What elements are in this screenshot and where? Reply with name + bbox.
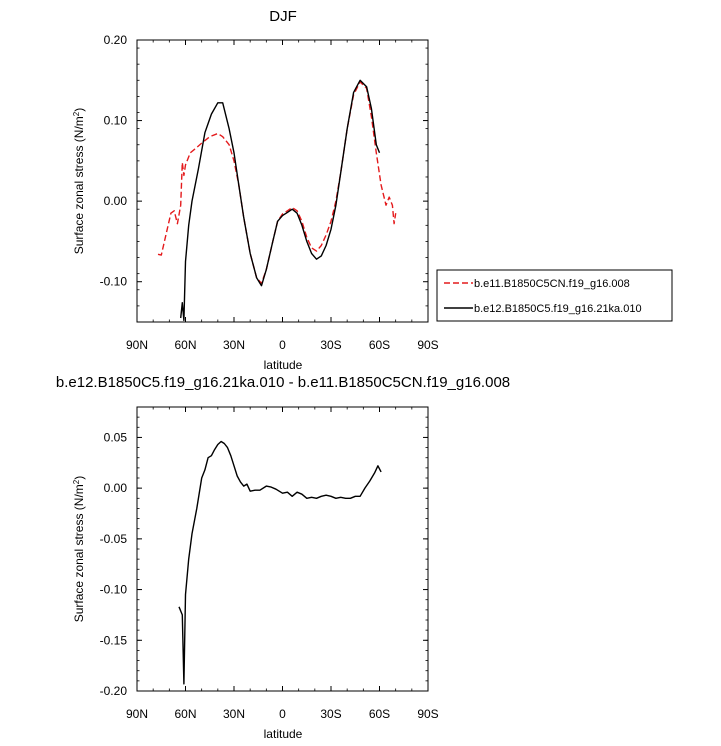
top-y-axis-label-sup: 2 xyxy=(72,111,81,116)
top-x-tick-labels: 90N 60N 30N 0 30S 60S 90S xyxy=(126,338,439,352)
top-y-axis-label-base: Surface zonal stress (N/m xyxy=(72,116,86,254)
series-line-1 xyxy=(178,440,382,685)
bottom-series-layer xyxy=(178,440,382,685)
bottom-y-tick-labels: 0.05 0.00 -0.05 -0.10 -0.15 -0.20 xyxy=(100,430,128,698)
y-tick-label: 0.20 xyxy=(104,33,128,47)
bottom-x-tick-labels: 90N 60N 30N 0 30S 60S 90S xyxy=(126,707,439,721)
legend-label-series-1: b.e11.B1850C5CN.f19_g16.008 xyxy=(474,278,630,290)
bottom-y-axis-label-base: Surface zonal stress (N/m xyxy=(72,484,86,622)
y-tick-label: 0.00 xyxy=(104,194,128,208)
y-tick-label: 0.10 xyxy=(104,114,128,128)
top-chart-title: DJF xyxy=(269,8,297,25)
y-tick-label: -0.20 xyxy=(100,684,128,698)
bottom-plot-frame xyxy=(136,406,429,692)
x-tick-label: 60N xyxy=(174,338,196,352)
top-plot-frame xyxy=(136,39,429,323)
bottom-ticks xyxy=(136,406,429,692)
top-y-axis-label: Surface zonal stress (N/m2) xyxy=(72,108,86,255)
x-tick-label: 30N xyxy=(223,338,245,352)
x-tick-label: 60N xyxy=(174,707,196,721)
bottom-y-axis-label-tail: ) xyxy=(72,476,86,480)
top-panel: DJF 0.200.100.00-0.10 90N 60N 30N 0 30S 60S 90… xyxy=(72,8,439,372)
legend-box xyxy=(436,269,673,322)
top-series-layer xyxy=(157,79,397,322)
x-tick-label: 30S xyxy=(320,707,341,721)
bottom-chart-title: b.e12.B1850C5.f19_g16.21ka.010 - b.e11.B… xyxy=(56,374,510,391)
y-tick-label: 0.00 xyxy=(104,481,128,495)
bottom-y-axis-label: Surface zonal stress (N/m2) xyxy=(72,476,86,623)
legend: b.e11.B1850C5CN.f19_g16.008 b.e12.B1850C… xyxy=(436,269,673,322)
top-y-tick-labels: 0.20 0.10 0.00 -0.10 xyxy=(100,33,128,289)
bottom-y-axis-label-sup: 2 xyxy=(72,479,81,484)
bottom-panel: b.e12.B1850C5.f19_g16.21ka.010 - b.e11.B… xyxy=(56,374,510,741)
y-tick-label: -0.10 xyxy=(100,275,128,289)
y-tick-label: -0.15 xyxy=(100,633,128,647)
series-line-2 xyxy=(180,79,381,322)
top-x-axis-label: latitude xyxy=(264,358,303,372)
y-tick-label: 0.05 xyxy=(104,430,128,444)
x-tick-label: 0 xyxy=(279,707,286,721)
series-line-1 xyxy=(157,81,397,284)
top-ticks xyxy=(136,39,429,323)
x-tick-label: 0 xyxy=(279,338,286,352)
x-tick-label: 90S xyxy=(417,707,438,721)
x-tick-label: 60S xyxy=(369,338,390,352)
y-tick-label: -0.10 xyxy=(100,583,128,597)
y-tick-label: -0.05 xyxy=(100,532,128,546)
x-tick-label: 90N xyxy=(126,707,148,721)
legend-label-series-2: b.e12.B1850C5.f19_g16.21ka.010 xyxy=(474,303,642,315)
x-tick-label: 90S xyxy=(417,338,438,352)
x-tick-label: 30N xyxy=(223,707,245,721)
bottom-x-axis-label: latitude xyxy=(264,727,303,741)
x-tick-label: 60S xyxy=(369,707,390,721)
x-tick-label: 90N xyxy=(126,338,148,352)
x-tick-label: 30S xyxy=(320,338,341,352)
top-y-axis-label-tail: ) xyxy=(72,108,86,112)
